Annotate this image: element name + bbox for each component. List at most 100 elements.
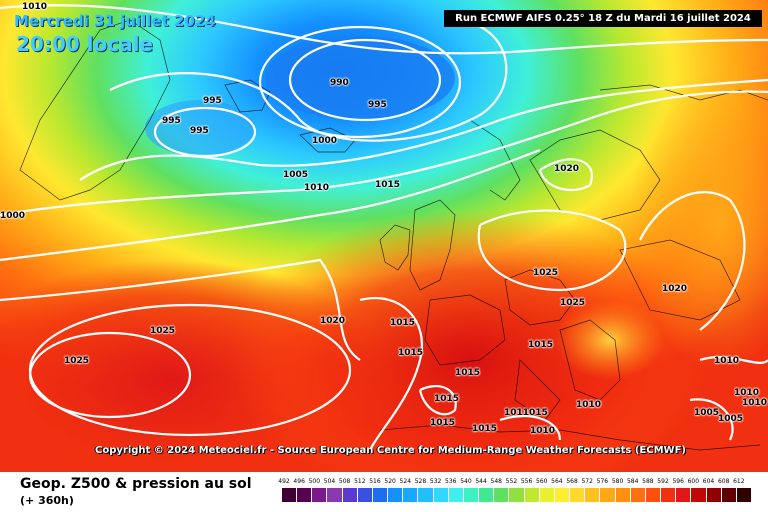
isobar-label: 1015 <box>472 424 498 434</box>
isobar-label: 1010 <box>304 183 330 193</box>
scale-swatch <box>312 488 328 502</box>
isobar-label: 995 <box>162 116 181 126</box>
scale-tick-label: 600 <box>687 478 700 485</box>
color-scale: 492 496 500 504 508 512 516 520 524 528 532 536 540 5… <box>278 478 752 508</box>
scale-swatch <box>736 488 752 502</box>
scale-swatch <box>661 488 677 502</box>
isobar-label: 1015 <box>375 180 401 190</box>
scale-swatch <box>600 488 616 502</box>
scale-tick-label: 496 <box>293 478 305 485</box>
parameter-title: Geop. Z500 & pression au sol <box>20 476 252 492</box>
isobar-label: 1010 <box>22 2 48 12</box>
scale-swatch <box>342 488 358 502</box>
legend-footer: Geop. Z500 & pression au sol (+ 360h) 49… <box>0 472 768 512</box>
isobar-label: 995 <box>368 100 387 110</box>
scale-swatch <box>297 488 313 502</box>
scale-tick-label: 576 <box>596 478 609 485</box>
scale-swatch <box>327 488 343 502</box>
scale-tick-label: 532 <box>429 478 442 485</box>
isobar-label: 1020 <box>320 316 346 326</box>
scale-swatch <box>463 488 480 502</box>
scale-swatch <box>282 488 298 502</box>
isobar-label: 1015 <box>455 368 481 378</box>
scale-swatch <box>357 488 373 502</box>
isobar-label: 1020 <box>662 284 688 294</box>
copyright-notice: Copyright © 2024 Meteociel.fr - Source E… <box>95 445 686 456</box>
scale-tick-label: 524 <box>399 478 412 485</box>
isobar-label: 1015 <box>398 348 424 358</box>
isobar-label: 1010 <box>530 426 556 436</box>
scale-tick-label: 592 <box>657 478 669 485</box>
scale-swatch <box>388 488 404 502</box>
isobar-label: 1011015 <box>504 408 548 418</box>
scale-tick-label: 500 <box>308 478 321 485</box>
isobar-label: 1000 <box>312 136 338 146</box>
model-run-info: Run ECMWF AIFS 0.25° 18 Z du Mardi 16 ju… <box>444 10 762 27</box>
scale-swatch <box>554 488 571 502</box>
isobar-label: 1025 <box>64 356 90 366</box>
geopotential-field <box>0 0 768 472</box>
scale-tick-label: 548 <box>490 478 502 485</box>
isobar-label: 1015 <box>528 340 554 350</box>
scale-tick-label: 588 <box>642 478 654 485</box>
scale-swatch <box>645 488 662 502</box>
isobar-label: 1025 <box>150 326 176 336</box>
scale-swatch <box>479 488 495 502</box>
scale-swatch <box>570 488 586 502</box>
isobar-label: 1015 <box>390 318 416 328</box>
valid-date: Mercredi 31 juillet 2024 <box>14 12 216 30</box>
isobar-label: 995 <box>190 126 209 136</box>
scale-swatch <box>418 488 434 502</box>
scale-tick-label: 544 <box>475 478 487 485</box>
scale-swatch <box>509 488 525 502</box>
scale-tick-label: 536 <box>445 478 457 485</box>
scale-tick-label: 560 <box>536 478 548 485</box>
scale-swatch <box>721 488 737 502</box>
forecast-lead-time: (+ 360h) <box>20 494 74 507</box>
scale-tick-label: 584 <box>626 478 639 485</box>
isobar-label: 1010 <box>714 356 740 366</box>
forecast-map: Mercredi 31 juillet 2024 20:00 locale Ru… <box>0 0 768 472</box>
scale-tick-label: 564 <box>551 478 563 485</box>
scale-swatch <box>448 488 464 502</box>
scale-tick-label: 608 <box>717 478 730 485</box>
scale-swatch <box>676 488 692 502</box>
isobar-label: 1025 <box>560 298 586 308</box>
scale-swatch <box>585 488 601 502</box>
isobar-label: 1005 <box>283 170 309 180</box>
scale-tick-label: 540 <box>460 478 472 485</box>
scale-swatch <box>494 488 510 502</box>
scale-swatch <box>706 488 722 502</box>
scale-tick-label: 572 <box>581 478 593 485</box>
scale-tick-label: 512 <box>354 478 366 485</box>
scale-swatch <box>630 488 646 502</box>
isobar-label: 1010 <box>742 398 768 408</box>
scale-tick-label: 528 <box>414 478 427 485</box>
isobar-label: 1020 <box>554 164 580 174</box>
scale-tick-label: 596 <box>672 478 684 485</box>
scale-swatch <box>372 488 389 502</box>
scale-swatch <box>524 488 540 502</box>
scale-swatch <box>433 488 449 502</box>
isobar-label: 1010 <box>576 400 602 410</box>
scale-swatch <box>539 488 555 502</box>
scale-tick-label: 552 <box>505 478 518 485</box>
scale-tick-label: 556 <box>520 478 533 485</box>
isobar-label: 995 <box>203 96 222 106</box>
scale-tick-label: 580 <box>611 478 624 485</box>
scale-tick-label: 520 <box>384 478 396 485</box>
isobar-label: 1005 <box>718 414 744 424</box>
isobar-label: 1015 <box>434 394 460 404</box>
scale-tick-label: 492 <box>278 478 290 485</box>
scale-swatch <box>691 488 707 502</box>
isobar-label: 1025 <box>533 268 559 278</box>
scale-tick-label: 504 <box>323 478 336 485</box>
isobar-label: 1000 <box>0 211 26 221</box>
scale-tick-label: 568 <box>566 478 578 485</box>
scale-tick-label: 604 <box>702 478 715 485</box>
scale-tick-label: 612 <box>733 478 745 485</box>
isobar-contours <box>0 4 768 451</box>
scale-tick-label: 516 <box>369 478 381 485</box>
isobar-label: 1005 <box>694 408 720 418</box>
isobar-label: 990 <box>330 78 349 88</box>
